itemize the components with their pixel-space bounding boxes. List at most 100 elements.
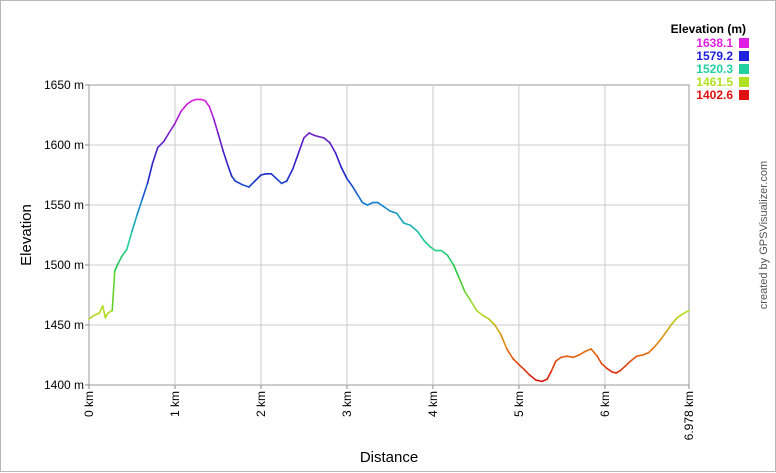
- elevation-segment: [600, 362, 608, 370]
- elevation-segment: [93, 312, 101, 317]
- x-tick-label: 0 km: [82, 391, 96, 417]
- elevation-segment: [440, 249, 449, 257]
- elevation-segment: [560, 355, 568, 359]
- elevation-segment: [550, 360, 557, 372]
- legend-entry-label: 1579.2: [696, 49, 733, 63]
- elevation-segment: [629, 355, 638, 362]
- y-tick-label: 1600 m: [44, 138, 84, 152]
- elevation-segment: [452, 264, 460, 278]
- x-tick-label: 6 km: [598, 391, 612, 417]
- y-tick-label: 1500 m: [44, 258, 84, 272]
- x-tick-label: 5 km: [512, 391, 526, 417]
- elevation-segment: [151, 146, 159, 164]
- elevation-segment: [254, 174, 262, 182]
- elevation-segment: [120, 248, 128, 258]
- elevation-segment: [676, 313, 684, 319]
- y-axis-title: Elevation: [18, 204, 35, 266]
- elevation-segment: [104, 312, 109, 319]
- elevation-segment: [463, 290, 472, 302]
- elevation-segment: [88, 314, 95, 320]
- elevation-segment: [297, 137, 305, 153]
- elevation-segment: [346, 177, 353, 187]
- elevation-segment: [334, 152, 342, 168]
- elevation-segment: [156, 140, 165, 149]
- elevation-segment: [671, 316, 678, 325]
- elevation-segment: [685, 309, 690, 313]
- legend-swatch: [739, 90, 749, 100]
- elevation-segment: [555, 356, 562, 362]
- elevation-segment: [208, 105, 215, 120]
- elevation-segment: [546, 369, 553, 380]
- elevation-segment: [212, 117, 219, 134]
- legend: Elevation (m) 1638.11579.21520.31461.514…: [671, 22, 749, 102]
- elevation-segment: [291, 151, 300, 170]
- elevation-segment: [396, 212, 405, 224]
- elevation-segment: [512, 357, 520, 366]
- elevation-segment: [101, 304, 107, 319]
- elevation-segment: [361, 201, 369, 206]
- elevation-segment: [107, 309, 114, 314]
- elevation-segment: [666, 322, 673, 332]
- legend-swatch: [739, 77, 749, 87]
- plot-area: [88, 84, 690, 386]
- elevation-segment: [541, 378, 549, 383]
- elevation-segment: [340, 165, 348, 180]
- elevation-segment: [506, 348, 514, 360]
- elevation-segment: [230, 175, 236, 182]
- elevation-segment: [328, 141, 337, 155]
- elevation-segment: [596, 355, 603, 365]
- y-tick-label: 1550 m: [44, 198, 84, 212]
- elevation-segment: [98, 304, 104, 314]
- elevation-segment: [475, 309, 484, 317]
- elevation-segment: [681, 310, 688, 316]
- elevation-segment: [457, 276, 466, 293]
- elevation-segment: [146, 162, 154, 185]
- elevation-segment: [322, 137, 331, 144]
- elevation-segment: [529, 374, 537, 382]
- elevation-segment: [647, 345, 656, 354]
- elevation-segment: [518, 363, 525, 371]
- elevation-segment: [635, 354, 644, 358]
- elevation-segment: [204, 99, 211, 108]
- elevation-segment: [308, 132, 316, 137]
- elevation-segment: [523, 368, 531, 377]
- elevation-segment: [217, 132, 224, 152]
- elevation-segment: [317, 135, 325, 139]
- elevation-segment: [423, 240, 432, 248]
- elevation-segment: [653, 338, 662, 348]
- elevation-line: [88, 98, 690, 383]
- y-tick-label: 1400 m: [44, 378, 84, 392]
- legend-swatch: [739, 38, 749, 48]
- elevation-segment: [270, 173, 278, 180]
- elevation-segment: [260, 173, 267, 176]
- x-tick-label: 2 km: [254, 391, 268, 417]
- elevation-segment: [494, 324, 502, 336]
- elevation-segment: [469, 300, 478, 312]
- elevation-segment: [659, 330, 668, 341]
- x-tick-label: 6.978 km: [682, 391, 696, 440]
- legend-title: Elevation (m): [671, 22, 746, 36]
- elevation-segment: [114, 264, 119, 272]
- gridlines: [89, 85, 689, 385]
- elevation-segment: [446, 254, 455, 266]
- elevation-segment: [356, 193, 364, 204]
- legend-entry-label: 1638.1: [696, 36, 733, 50]
- elevation-segment: [141, 182, 149, 200]
- elevation-segment: [409, 224, 419, 233]
- legend-entry-label: 1402.6: [696, 88, 733, 102]
- elevation-segment: [572, 354, 580, 359]
- legend-swatch: [739, 64, 749, 74]
- elevation-segment: [222, 150, 230, 168]
- elevation-segment: [377, 201, 384, 207]
- credit-text: created by GPSVisualizer.com: [758, 161, 770, 309]
- elevation-segment: [402, 222, 412, 227]
- elevation-segment: [590, 348, 598, 358]
- elevation-segment: [116, 255, 123, 266]
- x-tick-label: 1 km: [168, 391, 182, 417]
- elevation-segment: [248, 180, 256, 188]
- elevation-segment: [429, 246, 437, 252]
- elevation-segment: [578, 350, 586, 356]
- y-tick-label: 1450 m: [44, 318, 84, 332]
